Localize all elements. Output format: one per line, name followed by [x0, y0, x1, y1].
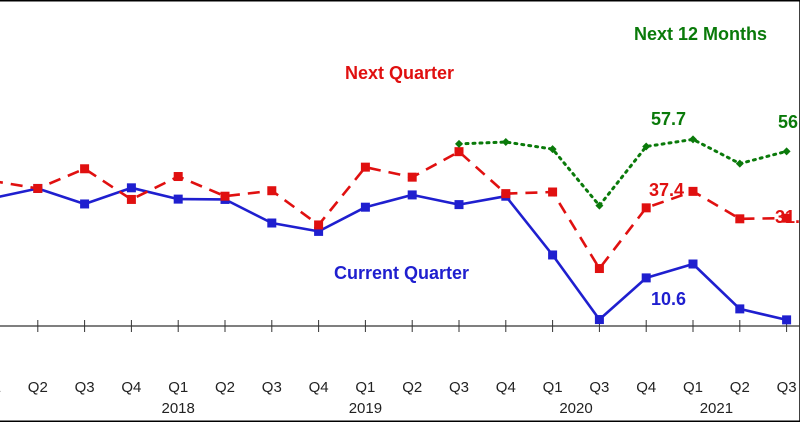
x-axis: Q1Q2Q3Q4Q1Q2Q3Q4Q1Q2Q3Q4Q1Q3Q4Q1Q2Q37201…: [0, 320, 800, 417]
series-line-1: [0, 150, 787, 270]
x-tick-label: Q3: [777, 379, 797, 396]
data-point: [782, 147, 791, 156]
data-value-label: 56: [778, 112, 798, 132]
x-tick-label: Q3: [589, 379, 609, 396]
data-point: [220, 191, 230, 201]
data-point: [594, 264, 604, 274]
x-year-label: 2019: [349, 400, 382, 417]
x-tick-label: Q2: [28, 379, 48, 396]
x-tick-label: Q2: [402, 379, 422, 396]
data-point: [688, 186, 698, 196]
x-year-label: 2018: [162, 400, 195, 417]
x-tick-label: Q4: [121, 379, 141, 396]
data-point: [594, 315, 604, 325]
data-value-label: 31.: [775, 207, 800, 227]
x-tick-label: Q4: [496, 379, 516, 396]
data-point: [173, 172, 183, 182]
data-point: [314, 226, 324, 236]
series-name-label: Next Quarter: [345, 63, 454, 83]
data-value-label: 57.7: [651, 109, 686, 129]
label-layer: Current Quarter Next Quarter Next 12 Month…: [334, 24, 800, 309]
data-point: [689, 135, 697, 144]
data-point: [641, 203, 651, 213]
data-point: [126, 194, 136, 204]
data-point: [782, 315, 792, 325]
data-point: [735, 304, 745, 314]
data-value-label: 10.6: [651, 289, 686, 309]
data-point: [735, 214, 745, 224]
x-tick-label: Q3: [449, 379, 469, 396]
x-tick-label: Q1: [168, 379, 188, 396]
data-point: [314, 220, 324, 230]
x-tick-label: Q1: [543, 379, 563, 396]
data-point: [360, 162, 370, 172]
x-tick-label: Q1: [0, 379, 1, 396]
data-point: [642, 142, 651, 151]
x-tick-label: Q1: [683, 379, 703, 396]
x-year-label: 2021: [700, 400, 733, 417]
x-tick-label: Q3: [262, 379, 282, 396]
data-point: [501, 137, 510, 146]
data-point: [501, 189, 511, 199]
data-point: [641, 273, 651, 283]
data-point: [735, 159, 744, 168]
series-layer: [0, 135, 792, 325]
data-point: [407, 190, 417, 200]
data-point: [454, 147, 464, 157]
x-tick-label: Q3: [75, 379, 95, 396]
x-tick-label: Q4: [636, 379, 656, 396]
series-name-label: Current Quarter: [334, 263, 469, 283]
data-point: [267, 186, 277, 196]
data-point: [595, 201, 604, 210]
data-point: [548, 250, 558, 260]
series-line-2: [457, 137, 789, 208]
x-tick-label: Q2: [730, 379, 750, 396]
x-tick-label: Q2: [215, 379, 235, 396]
data-point: [80, 164, 90, 174]
data-point: [80, 199, 90, 209]
data-point: [782, 213, 792, 223]
data-point: [688, 259, 698, 269]
data-point: [267, 218, 277, 228]
x-tick-label: Q4: [309, 379, 329, 396]
data-point: [33, 183, 43, 193]
data-point: [455, 139, 463, 148]
x-year-label: 2020: [559, 400, 592, 417]
data-point: [548, 145, 557, 154]
data-point: [407, 172, 417, 182]
data-value-label: 37.4: [649, 180, 684, 200]
data-point: [360, 202, 370, 212]
data-point: [173, 194, 183, 204]
data-point: [548, 187, 558, 197]
data-point: [126, 183, 136, 193]
series-name-label: Next 12 Months: [634, 24, 767, 44]
x-tick-label: Q1: [355, 379, 375, 396]
series-line-0: [0, 186, 787, 322]
data-point: [454, 200, 464, 210]
